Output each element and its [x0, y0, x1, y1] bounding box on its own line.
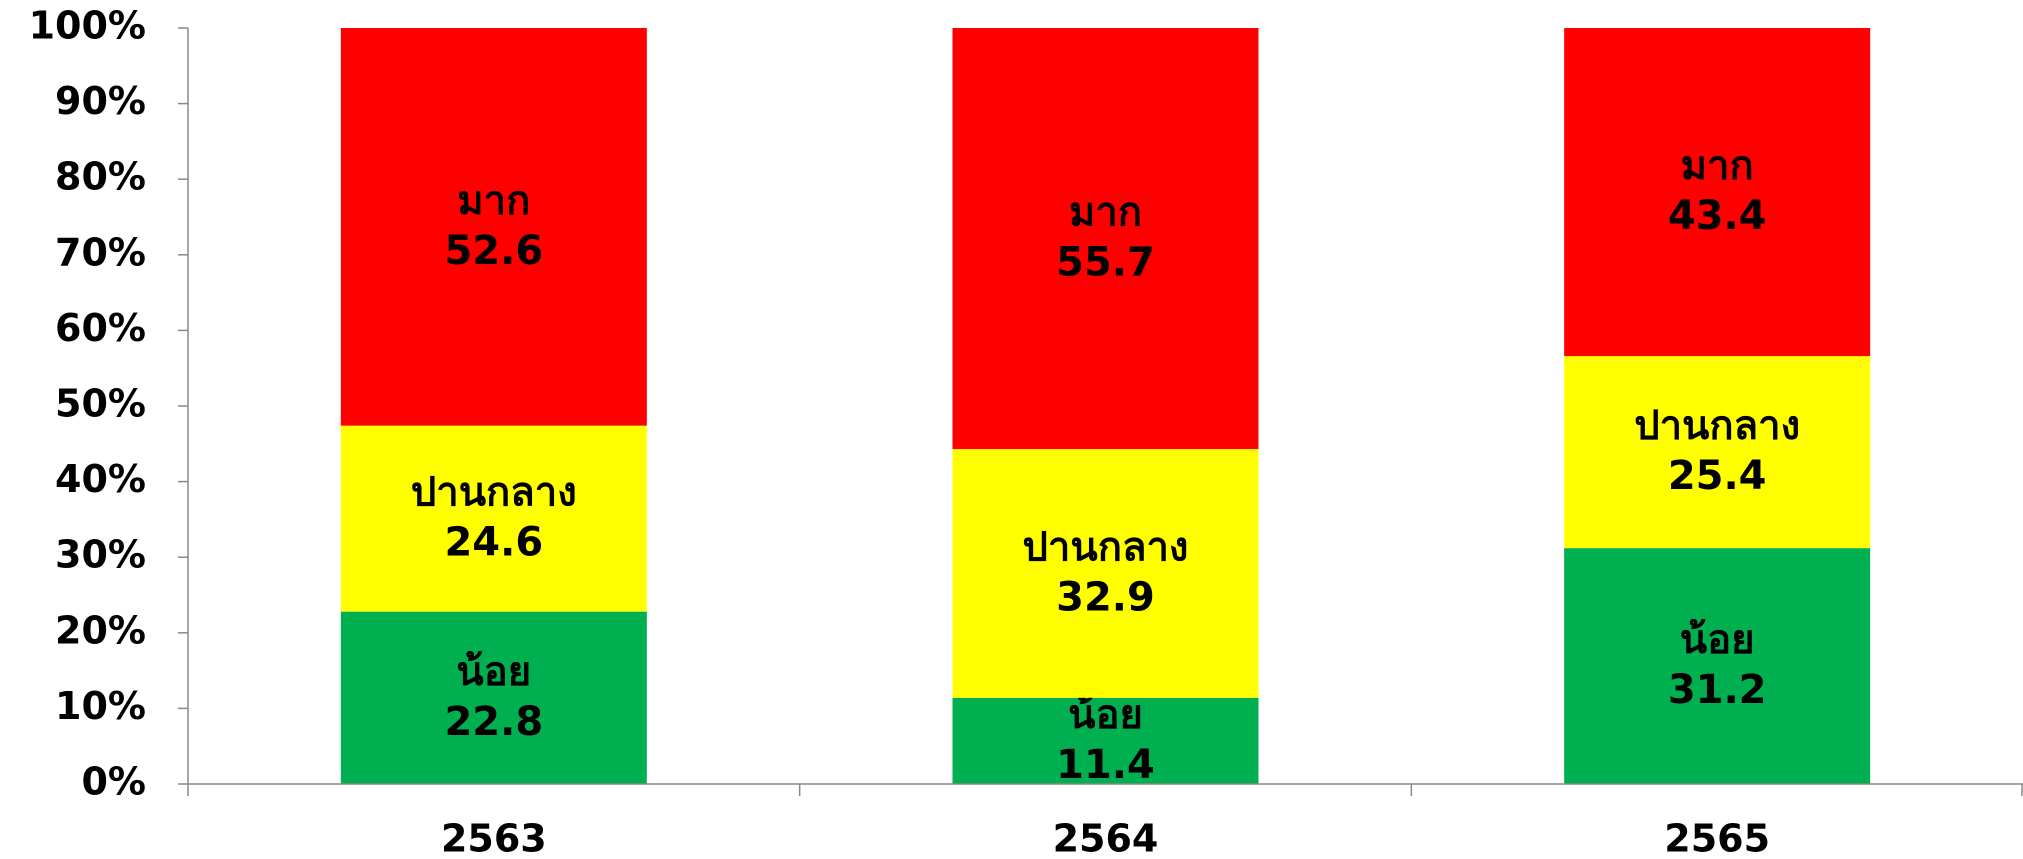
data-label: 11.4 [1056, 742, 1155, 788]
data-label: 52.6 [444, 228, 543, 274]
segment-series-label: ปานกลาง [411, 470, 577, 516]
y-tick-label: 30% [55, 533, 146, 577]
segment-series-label: ปานกลาง [1634, 403, 1800, 449]
data-label: 22.8 [444, 699, 543, 745]
bar-segment [952, 28, 1259, 450]
y-tick-label: 90% [55, 79, 146, 123]
y-tick-label: 100% [29, 4, 146, 48]
segment-series-label: น้อย [1680, 617, 1755, 663]
segment-series-label: น้อย [1068, 692, 1143, 738]
bar-segment [340, 28, 647, 426]
bar-segment [1564, 356, 1871, 549]
segment-series-label: ปานกลาง [1023, 524, 1189, 570]
bar-segment [340, 611, 647, 784]
y-tick-label: 70% [55, 230, 146, 274]
bar-segment [952, 697, 1259, 784]
y-tick-label: 40% [55, 457, 146, 501]
data-label: 25.4 [1668, 453, 1767, 499]
y-tick-label: 10% [55, 684, 146, 728]
segment-series-label: มาก [457, 178, 530, 224]
data-label: 31.2 [1668, 667, 1767, 713]
segment-series-label: มาก [1681, 143, 1754, 189]
bar-segment [952, 449, 1259, 698]
y-tick-label: 80% [55, 155, 146, 199]
y-tick-label: 0% [81, 760, 146, 804]
x-tick-label: 2565 [1664, 817, 1770, 859]
data-label: 55.7 [1056, 240, 1155, 286]
y-tick-label: 20% [55, 608, 146, 652]
bar-segment [340, 425, 647, 612]
x-tick-label: 2563 [441, 817, 547, 859]
bar-segment [1564, 28, 1871, 357]
data-label: 32.9 [1056, 574, 1155, 620]
segment-series-label: มาก [1069, 190, 1142, 236]
bar-segment [1564, 548, 1871, 784]
x-tick-label: 2564 [1053, 817, 1159, 859]
y-tick-label: 60% [55, 306, 146, 350]
data-label: 43.4 [1668, 193, 1767, 239]
segment-series-label: น้อย [456, 649, 531, 695]
data-label: 24.6 [444, 520, 543, 566]
y-tick-label: 50% [55, 382, 146, 426]
